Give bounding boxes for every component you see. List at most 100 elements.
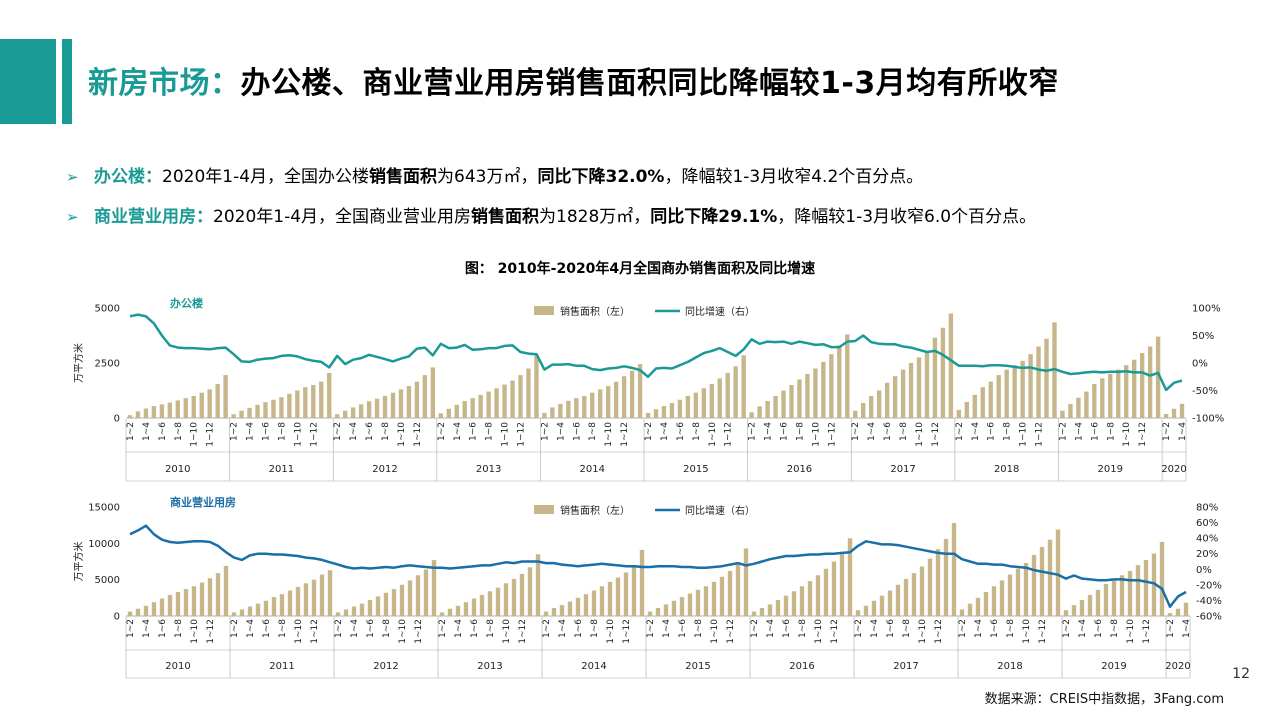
year-label: 2012 [372,464,397,475]
x-tick-label: 1~2 [542,619,552,638]
bar [183,589,189,616]
legend-bar-swatch [534,306,554,315]
x-tick-label: 1~6 [470,619,480,638]
bar [175,400,180,418]
bar [438,413,444,418]
bar [487,591,493,616]
x-tick-label: 1~8 [1006,619,1016,638]
bar [1047,539,1053,616]
bar [847,538,853,616]
x-tick-label: 1~6 [158,619,168,638]
bar [375,596,381,616]
bar [591,590,597,616]
bar [159,404,165,418]
bar [431,560,437,616]
bar [693,392,699,418]
bar [143,408,149,418]
bar [839,552,845,616]
bar [964,401,970,418]
x-tick-label: 1~2 [646,619,656,638]
x-tick-label: 1~6 [158,422,168,441]
year-label: 2013 [477,661,502,672]
bar [342,410,348,418]
bar [478,394,483,418]
x-tick-label: 1~12 [1038,619,1048,644]
bar [988,381,993,418]
bar [908,363,914,418]
bar [775,600,781,616]
bar [940,327,946,418]
y-tick-label: 10000 [88,539,120,550]
bar [829,354,834,418]
y2-tick-label: -60% [1196,612,1222,623]
figure-title: 图： 2010年-2020年4月全国商办销售面积及同比增速 [464,261,816,277]
page-number: 12 [1232,666,1250,682]
bar [415,575,421,616]
bar [143,605,149,616]
bar [422,375,428,418]
x-tick-label: 1~10 [1019,422,1029,447]
bar [358,404,364,418]
bar [567,601,573,616]
bar [1116,369,1121,418]
bar [463,602,469,616]
chart-title: 办公楼 [170,296,203,310]
x-tick-label: 1~4 [1074,422,1084,441]
bar [255,404,260,418]
bar [247,407,252,418]
bar [127,611,133,616]
bar [647,611,653,616]
x-tick-label: 1~8 [174,619,184,638]
bar [1124,365,1129,418]
y2-tick-label: 60% [1196,518,1218,529]
office-chart: 0 2500 5000 -100% -50% 0% 50% 100% 万平方米 办公楼销售面积（左… [72,296,1224,482]
bar [1167,613,1173,616]
bar [550,407,555,418]
x-tick-label: 1~12 [518,619,528,644]
x-tick-label: 1~12 [1138,422,1148,447]
bar [669,403,675,418]
bar [892,376,898,418]
year-label: 2010 [165,661,190,672]
bar [1068,403,1073,418]
bar [972,394,977,418]
x-tick-label: 1~8 [278,619,288,638]
bar [983,592,989,616]
bar [821,361,826,418]
bar [470,398,475,418]
bar [575,597,581,616]
bar [996,375,1001,418]
x-tick-label: 1~6 [990,619,1000,638]
x-tick-label: 1~12 [309,422,319,447]
bar [871,600,877,616]
bar [447,608,453,616]
data-source: 数据来源：CREIS中指数据，3Fang.com [984,692,1224,707]
bar [887,590,893,616]
x-tick-label: 1~8 [174,422,184,441]
bar [709,383,714,418]
bar [199,392,204,418]
bar [645,412,651,418]
x-tick-label: 1~2 [333,422,343,441]
bar [711,581,717,616]
x-tick-label: 1~6 [261,422,271,441]
chart-title: 商业营业用房 [170,495,236,509]
x-tick-label: 1~10 [708,422,718,447]
bar [151,406,157,418]
bar [518,375,523,418]
x-tick-label: 1~4 [558,619,568,638]
x-tick-label: 1~10 [397,422,407,447]
y-tick-label: 15000 [88,503,120,514]
bar [613,381,619,418]
x-tick-label: 1~4 [246,619,256,638]
bar [759,608,765,616]
bar [207,389,212,418]
bar [1108,374,1113,418]
x-tick-label: 1~12 [413,422,423,447]
bar [655,608,661,616]
bar [607,581,613,616]
bar [303,387,308,418]
bar [1020,360,1025,418]
bar [1095,589,1101,616]
bar [559,605,565,616]
